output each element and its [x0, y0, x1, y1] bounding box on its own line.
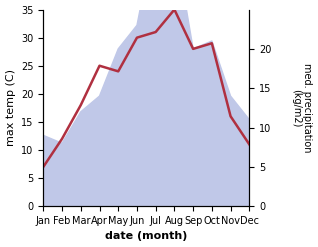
Y-axis label: med. precipitation
(kg/m2): med. precipitation (kg/m2) — [291, 63, 313, 153]
X-axis label: date (month): date (month) — [105, 231, 188, 242]
Y-axis label: max temp (C): max temp (C) — [5, 69, 16, 146]
